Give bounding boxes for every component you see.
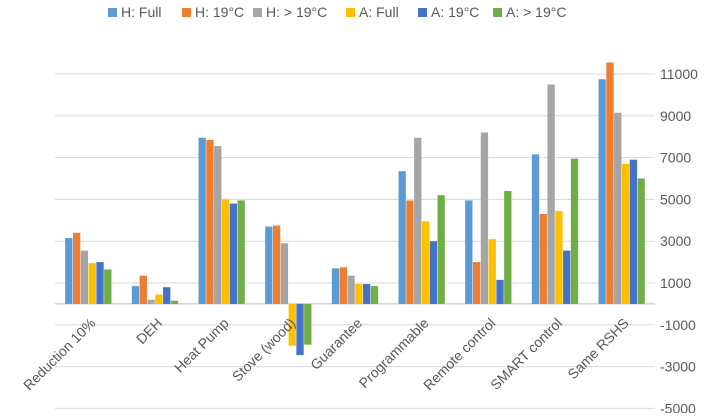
bar-heat-pump-h-full — [198, 137, 206, 304]
bar-stove-wood-h-full — [265, 226, 273, 304]
legend-item-h-19-c: H: 19°C — [182, 4, 244, 20]
bar-programmable-a-19-c — [437, 195, 445, 304]
bar-stove-wood-a-full — [288, 303, 296, 346]
y-tick-label: 9000 — [660, 108, 691, 124]
bar-stove-wood-a-19-c — [296, 303, 304, 356]
y-tick-label: -1000 — [660, 317, 696, 333]
legend-label: A: Full — [359, 4, 399, 20]
bar-smart-control-a-19-c — [563, 250, 571, 304]
y-tick-label: 1000 — [660, 275, 691, 291]
x-category-label: Guarantee — [307, 315, 365, 373]
bar-remote-control-h-19-c — [472, 262, 481, 304]
legend-label: A: 19°C — [431, 4, 479, 20]
x-category-label: SMART control — [487, 315, 565, 393]
bar-remote-control-a-full — [488, 239, 496, 304]
bar-heat-pump-h-19-c — [206, 139, 214, 304]
bar-remote-control-a-19-c — [496, 279, 504, 304]
legend-swatch — [346, 8, 355, 17]
y-tick-label: -5000 — [660, 400, 696, 413]
bar-stove-wood-h-19-c — [272, 225, 281, 304]
legend-label: H: > 19°C — [266, 4, 327, 20]
bar-smart-control-h-19-c — [547, 84, 555, 304]
bars — [65, 62, 645, 356]
legend-item-a-19-c: A: > 19°C — [493, 4, 566, 20]
bar-smart-control-a-full — [555, 210, 563, 304]
bar-stove-wood-a-19-c — [304, 303, 312, 345]
bar-guarantee-h-full — [331, 268, 340, 304]
bar-same-rshs-a-full — [621, 163, 630, 304]
bar-same-rshs-h-full — [598, 79, 606, 304]
bar-smart-control-a-19-c — [570, 158, 579, 304]
bar-deh-h-full — [131, 286, 140, 304]
legend-item-a-19-c: A: 19°C — [418, 4, 479, 20]
legend-item-h-19-c: H: > 19°C — [253, 4, 327, 20]
bar-programmable-a-19-c — [429, 241, 438, 304]
bar-guarantee-h-19-c — [347, 275, 355, 304]
legend-label: H: 19°C — [195, 4, 244, 20]
bar-deh-h-19-c — [139, 275, 147, 304]
bar-guarantee-a-full — [355, 284, 363, 304]
bar-remote-control-a-19-c — [504, 191, 512, 304]
legend-swatch — [418, 8, 427, 17]
y-axis-ticks: 11000 9000 7000 5000 3000 1000 -1000 -3000 -5000 — [660, 66, 698, 416]
legend-swatch — [182, 8, 191, 17]
bar-guarantee-h-19-c — [339, 267, 347, 304]
y-tick-label: 3000 — [660, 233, 691, 249]
bar-heat-pump-a-full — [221, 199, 230, 304]
bar-guarantee-a-19-c — [363, 284, 371, 304]
bar-reduction-10-a-full — [88, 263, 96, 304]
bar-reduction-10-h-19-c — [80, 250, 89, 304]
bar-remote-control-h-19-c — [480, 132, 489, 304]
bar-heat-pump-a-19-c — [229, 203, 238, 304]
bar-deh-a-19-c — [170, 300, 179, 304]
bar-same-rshs-h-19-c — [614, 112, 622, 304]
bar-deh-a-full — [155, 294, 163, 304]
x-category-label: Reduction 10% — [20, 315, 98, 393]
bar-stove-wood-h-19-c — [280, 243, 289, 304]
legend-item-h-full: H: Full — [108, 4, 161, 20]
bar-guarantee-a-19-c — [370, 286, 379, 304]
bar-reduction-10-h-full — [65, 238, 73, 304]
x-category-label: DEH — [133, 315, 165, 347]
legend-swatch — [253, 8, 262, 17]
bar-programmable-a-full — [421, 221, 430, 304]
bar-programmable-h-full — [398, 171, 406, 304]
bar-smart-control-h-full — [531, 154, 540, 304]
bar-reduction-10-h-19-c — [72, 232, 81, 304]
legend-item-a-full: A: Full — [346, 4, 399, 20]
bar-deh-a-19-c — [163, 287, 171, 304]
bar-same-rshs-a-19-c — [629, 159, 638, 304]
y-tick-label: 5000 — [660, 191, 691, 207]
gridlines — [55, 73, 655, 409]
y-tick-label: -3000 — [660, 359, 696, 375]
legend: H: Full H: 19°C H: > 19°C A: Full A: 19°C A: … — [108, 4, 566, 20]
x-category-label: Programmable — [356, 315, 432, 391]
legend-label: H: Full — [121, 4, 161, 20]
legend-swatch — [108, 8, 117, 17]
legend-label: A: > 19°C — [506, 4, 566, 20]
bar-remote-control-h-full — [465, 200, 473, 304]
bar-smart-control-h-19-c — [539, 214, 547, 304]
bar-same-rshs-a-19-c — [637, 178, 645, 304]
bar-heat-pump-a-19-c — [237, 200, 245, 304]
bar-reduction-10-a-19-c — [96, 262, 104, 304]
bar-reduction-10-a-19-c — [104, 269, 112, 304]
bar-programmable-h-19-c — [406, 200, 414, 304]
bar-programmable-h-19-c — [414, 137, 422, 304]
bar-heat-pump-h-19-c — [214, 146, 222, 304]
bar-deh-h-19-c — [147, 299, 155, 304]
y-tick-label: 11000 — [660, 66, 698, 82]
bar-same-rshs-h-19-c — [606, 62, 614, 304]
y-tick-label: 7000 — [660, 150, 691, 166]
legend-swatch — [493, 8, 502, 17]
